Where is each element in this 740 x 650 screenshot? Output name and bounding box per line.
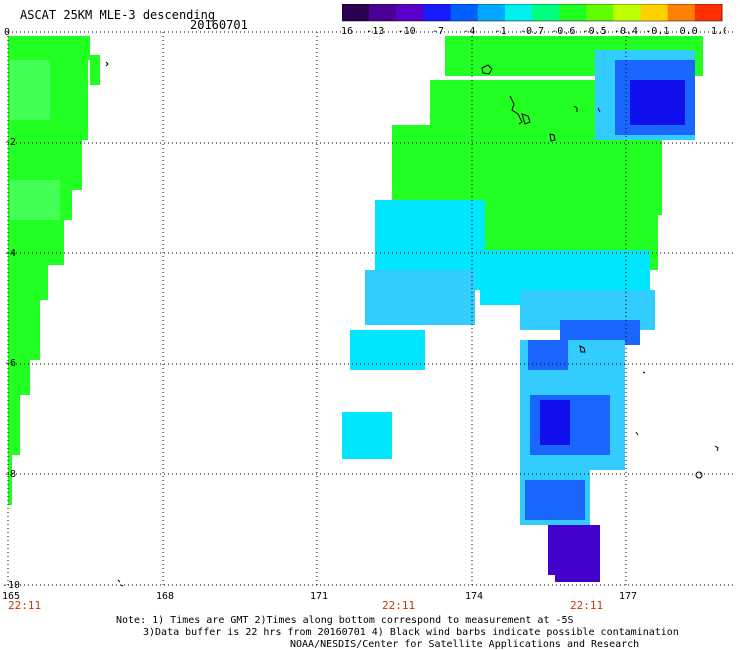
colorbar-swatch [694, 4, 723, 21]
wind-cell [630, 80, 685, 125]
islands [105, 61, 719, 587]
colorbar-label: -13 [366, 26, 384, 36]
island-outline [521, 113, 531, 125]
island-outline [117, 579, 121, 583]
colorbar-label: 0.0 [680, 26, 698, 36]
note-line-3: NOAA/NESDIS/Center for Satellite Applica… [290, 639, 640, 650]
swath-time-3: 22:11 [570, 599, 604, 612]
colorbar-label: -16 [342, 26, 353, 36]
colorbar-swatch [532, 4, 560, 21]
wind-cell [548, 525, 600, 575]
colorbar-swatch [559, 4, 587, 21]
colorbar-swatch [342, 4, 370, 21]
colorbar-swatches [342, 4, 723, 22]
island-outline [635, 431, 639, 436]
lat-label-4: -4 [4, 248, 17, 259]
island-outline [642, 371, 646, 374]
colorbar-swatch [640, 4, 669, 21]
wind-cell [342, 412, 392, 459]
colorbar-swatch [504, 4, 533, 21]
colorbar-swatch [396, 4, 424, 21]
island-outline [573, 105, 578, 112]
map-date: 20160701 [190, 18, 248, 32]
wind-cell [540, 400, 570, 445]
grid-lines [7, 31, 735, 586]
colorbar-swatch [586, 4, 614, 21]
colorbar-label: -4 [463, 26, 475, 36]
wind-cell [8, 455, 12, 505]
wind-cell [8, 220, 64, 265]
lat-label-8: -8 [4, 469, 17, 480]
colorbar: -16 -13 -10 -7 -4 -1 -0.7 -0.6 -0.5 -0.4 -0.1 0.0 1.… [342, 4, 726, 36]
lat-label-0: 0 [4, 27, 11, 38]
island-outline [120, 584, 124, 587]
island-outline [714, 445, 719, 452]
wind-cell [8, 265, 48, 300]
wind-cell [10, 60, 50, 120]
wind-cell [528, 340, 568, 370]
colorbar-label: 1.0 [711, 26, 726, 36]
note-line-1: Note: 1) Times are GMT 2)Times along bot… [116, 615, 574, 626]
colorbar-swatch [369, 4, 397, 21]
island-outline [579, 345, 586, 353]
note-line-2: 3)Data buffer is 22 hrs from 20160701 4)… [143, 627, 679, 638]
colorbar-label: -10 [398, 26, 416, 36]
wind-cell [350, 330, 425, 370]
wind-cell [8, 36, 90, 60]
colorbar-swatch [450, 4, 479, 21]
colorbar-label: -0.7 [520, 26, 544, 36]
colorbar-label: -1 [495, 26, 507, 36]
lat-label-2: -2 [4, 137, 17, 148]
colorbar-swatch [423, 4, 452, 21]
map-title: ASCAT 25KM MLE-3 descending [20, 8, 216, 22]
colorbar-label: -7 [432, 26, 444, 36]
lat-label-10: -10 [2, 580, 21, 591]
colorbar-label: -0.1 [645, 26, 669, 36]
colorbar-swatch [667, 4, 696, 21]
island-outline [695, 471, 703, 479]
swath-time-2: 22:11 [382, 599, 416, 612]
wind-cell [10, 180, 60, 220]
island-outline [481, 64, 493, 75]
lon-label-177: 177 [619, 591, 638, 602]
data-swath [8, 36, 703, 582]
colorbar-label: -0.5 [583, 26, 607, 36]
wind-cell [8, 360, 30, 395]
lon-label-165: 165 [2, 591, 21, 602]
wind-cell [525, 480, 585, 520]
lon-label-171: 171 [310, 591, 329, 602]
colorbar-labels: -16 -13 -10 -7 -4 -1 -0.7 -0.6 -0.5 -0.4 -0.1 0.0 1.… [342, 26, 726, 36]
colorbar-swatch [613, 4, 642, 21]
wind-cell [8, 395, 20, 455]
swath-time-1: 22:11 [8, 599, 42, 612]
wind-cell [365, 270, 475, 325]
island-outline [549, 133, 556, 142]
wind-cell [8, 300, 40, 360]
lon-label-174: 174 [465, 591, 484, 602]
colorbar-swatch [477, 4, 506, 21]
colorbar-label: -0.6 [551, 26, 575, 36]
island-outline [597, 107, 601, 113]
wind-cell [90, 55, 100, 85]
colorbar-label: -0.4 [614, 26, 638, 36]
wind-cell [555, 570, 600, 582]
lon-label-168: 168 [156, 591, 175, 602]
island-outline [105, 61, 109, 67]
island-outline [509, 95, 523, 125]
lat-label-6: -6 [4, 358, 17, 369]
